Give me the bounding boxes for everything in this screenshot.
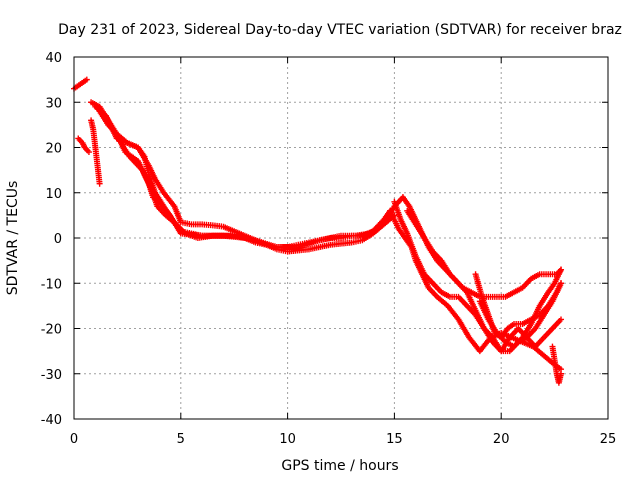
x-tick-label: 15 [386,432,403,447]
data-point-marker [558,370,565,377]
x-tick-label: 5 [177,432,185,447]
series-track-n [549,343,565,386]
data-point-marker [558,266,565,273]
data-point-marker [558,316,565,323]
y-tick-label: -10 [41,277,62,292]
data-series [71,76,565,386]
series-track-f [96,108,398,255]
y-tick-label: -20 [41,323,62,338]
y-tick-label: 40 [45,51,62,66]
data-point-marker [96,180,103,187]
series-track-b [75,135,92,156]
series-track-m [476,266,565,350]
y-tick-label: -30 [41,368,62,383]
y-tick-label: -40 [41,413,62,428]
series-track-c [88,117,103,187]
series-track-g [100,112,406,251]
y-tick-label: 20 [45,142,62,157]
y-tick-label: 0 [54,232,62,247]
x-tick-label: 10 [279,432,296,447]
x-tick-label: 0 [70,432,78,447]
y-axis-label: SDTVAR / TECUs [5,181,21,296]
x-tick-label: 25 [600,432,617,447]
data-point-marker [83,76,90,83]
data-point-marker [558,280,565,287]
data-point-marker [85,149,92,156]
y-tick-label: 30 [45,96,62,111]
x-axis-label: GPS time / hours [281,458,398,474]
series-track-d [88,99,240,239]
axis-ticks: 0 5 10 15 20 25 -40 -30 -20 -10 0 10 20 30 40 [41,51,617,447]
y-tick-label: 10 [45,187,62,202]
x-tick-label: 20 [493,432,510,447]
chart-title: Day 231 of 2023, Sidereal Day-to-day VTE… [58,22,622,38]
series-track-e [92,103,394,251]
